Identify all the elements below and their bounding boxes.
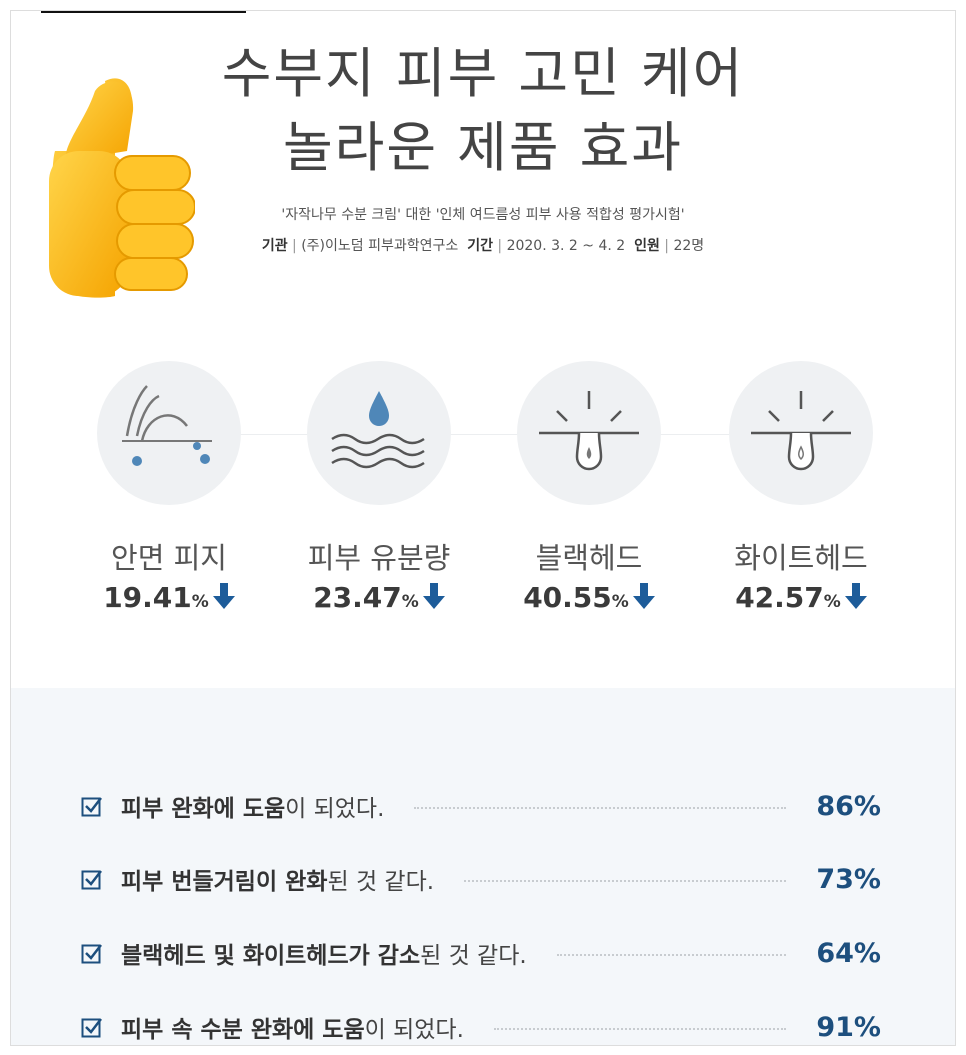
icon-circle xyxy=(729,361,873,505)
survey-section: 피부 완화에 도움이 되었다. 86% 피부 번들거림이 완화된 것 같다. 73% 블… xyxy=(11,688,955,1045)
checkbox-icon xyxy=(81,795,103,817)
dot-leader xyxy=(556,954,787,956)
survey-item: 피부 번들거림이 완화된 것 같다. 73% xyxy=(81,859,881,899)
separator: | xyxy=(492,238,507,254)
metric: 안면 피지 19.41% xyxy=(64,361,274,616)
separator xyxy=(625,238,634,254)
metric-value-row: 19.41% xyxy=(64,581,274,616)
checkbox-icon xyxy=(81,868,103,890)
metric-value: 40.55 xyxy=(523,581,612,614)
item-text-part: 피부 완화에 도움 xyxy=(121,796,286,822)
thumbs-up-icon xyxy=(49,78,195,298)
metric-label: 피부 유분량 xyxy=(307,541,451,575)
item-text: 블랙헤드 및 화이트헤드가 감소된 것 같다. xyxy=(121,936,527,970)
item-text-part: 된 것 같다. xyxy=(327,869,435,895)
survey-item: 블랙헤드 및 화이트헤드가 감소된 것 같다. 64% xyxy=(81,933,881,973)
metric-value-row: 40.55% xyxy=(484,581,694,616)
meta-key: 기간 xyxy=(467,238,493,254)
metric-label: 안면 피지 xyxy=(111,541,227,575)
item-text-part: 블랙헤드 및 화이트헤드가 감소 xyxy=(121,943,421,969)
title-line: 수부지 피부 고민 케어 xyxy=(221,42,745,105)
dot-leader xyxy=(464,880,787,882)
metric-value: 19.41 xyxy=(103,581,192,614)
meta-value: 2020. 3. 2 ~ 4. 2 xyxy=(506,238,626,254)
metric: 화이트헤드 42.57% xyxy=(696,361,906,616)
meta-value: (주)이노덤 피부과학연구소 xyxy=(301,238,459,254)
separator: | xyxy=(287,238,302,254)
icon xyxy=(307,361,451,509)
top-line xyxy=(41,11,246,13)
item-percent: 86% xyxy=(816,790,881,822)
item-text-part: 이 되었다. xyxy=(285,796,385,822)
infographic: 수부지 피부 고민 케어 놀라운 제품 효과 '자작나무 수분 크림' 대한 '… xyxy=(10,10,956,1046)
checkbox-icon xyxy=(81,942,103,964)
metric-value-row: 23.47% xyxy=(274,581,484,616)
connector-line xyxy=(171,434,811,435)
icon-circle xyxy=(97,361,241,505)
meta-key: 기관 xyxy=(261,238,288,254)
item-text: 피부 번들거림이 완화된 것 같다. xyxy=(121,862,434,896)
item-percent: 91% xyxy=(816,1011,881,1043)
down-arrow xyxy=(844,582,867,616)
subtitle: '자작나무 수분 크림' 대한 '인체 여드름성 피부 사용 적합성 평가시험' xyxy=(281,207,685,223)
item-text-part: 피부 번들거림이 완화 xyxy=(121,869,328,895)
dot-leader xyxy=(493,1028,787,1030)
separator xyxy=(458,238,467,254)
metric-unit: % xyxy=(611,592,629,612)
down-arrow xyxy=(632,582,655,616)
metric-value: 23.47 xyxy=(313,581,402,614)
down-arrow xyxy=(422,582,445,616)
item-text-part: 이 되었다. xyxy=(364,1017,464,1043)
item-text: 피부 완화에 도움이 되었다. xyxy=(121,789,384,823)
icon-circle xyxy=(307,361,451,505)
metric-value: 42.57 xyxy=(735,581,824,614)
item-percent: 64% xyxy=(816,937,881,969)
metric: 블랙헤드 40.55% xyxy=(484,361,694,616)
title-line: 놀라운 제품 효과 xyxy=(282,116,684,179)
meta-key: 인원 xyxy=(634,238,660,254)
icon xyxy=(729,361,873,509)
meta-line: 기관 | (주)이노덤 피부과학연구소 기간 | 2020. 3. 2 ~ 4.… xyxy=(11,235,955,255)
item-percent: 73% xyxy=(816,863,881,895)
survey-item: 피부 속 수분 완화에 도움이 되었다. 91% xyxy=(81,1007,881,1045)
separator: | xyxy=(659,238,674,254)
meta-value: 22명 xyxy=(673,238,705,254)
metric-label: 화이트헤드 xyxy=(734,541,868,575)
metric-unit: % xyxy=(823,592,841,612)
checkbox-icon xyxy=(81,1016,103,1038)
icon xyxy=(517,361,661,509)
icon-circle xyxy=(517,361,661,505)
item-text-part: 된 것 같다. xyxy=(420,943,527,969)
icon xyxy=(97,361,241,509)
item-text-part: 피부 속 수분 완화에 도움 xyxy=(121,1017,365,1043)
down-arrow xyxy=(212,582,235,616)
metric-unit: % xyxy=(191,592,209,612)
dot-leader xyxy=(414,807,787,809)
metric-label: 블랙헤드 xyxy=(535,541,643,575)
metric-value-row: 42.57% xyxy=(696,581,906,616)
metric-unit: % xyxy=(401,592,419,612)
metric: 피부 유분량 23.47% xyxy=(274,361,484,616)
item-text: 피부 속 수분 완화에 도움이 되었다. xyxy=(121,1010,464,1044)
survey-item: 피부 완화에 도움이 되었다. 86% xyxy=(81,786,881,826)
